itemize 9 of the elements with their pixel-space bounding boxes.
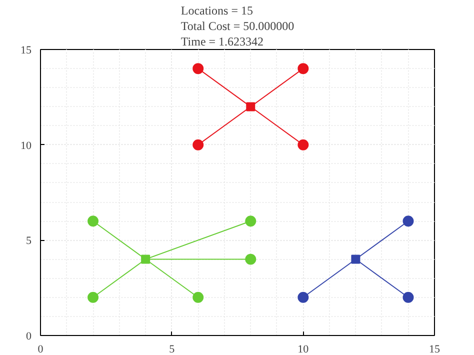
- chart-title: Locations = 15 Total Cost = 50.000000 Time = 1.623342: [180, 4, 294, 48]
- x-tick-label: 5: [169, 344, 176, 355]
- x-tick-label: 15: [429, 344, 440, 355]
- x-tick-label: 0: [38, 344, 44, 355]
- x-tick-label: 10: [298, 344, 310, 355]
- y-tick-label: 0: [26, 330, 32, 342]
- y-tick-label: 10: [20, 140, 32, 152]
- y-tick-label: 15: [20, 44, 32, 56]
- y-tick-label: 5: [26, 235, 32, 248]
